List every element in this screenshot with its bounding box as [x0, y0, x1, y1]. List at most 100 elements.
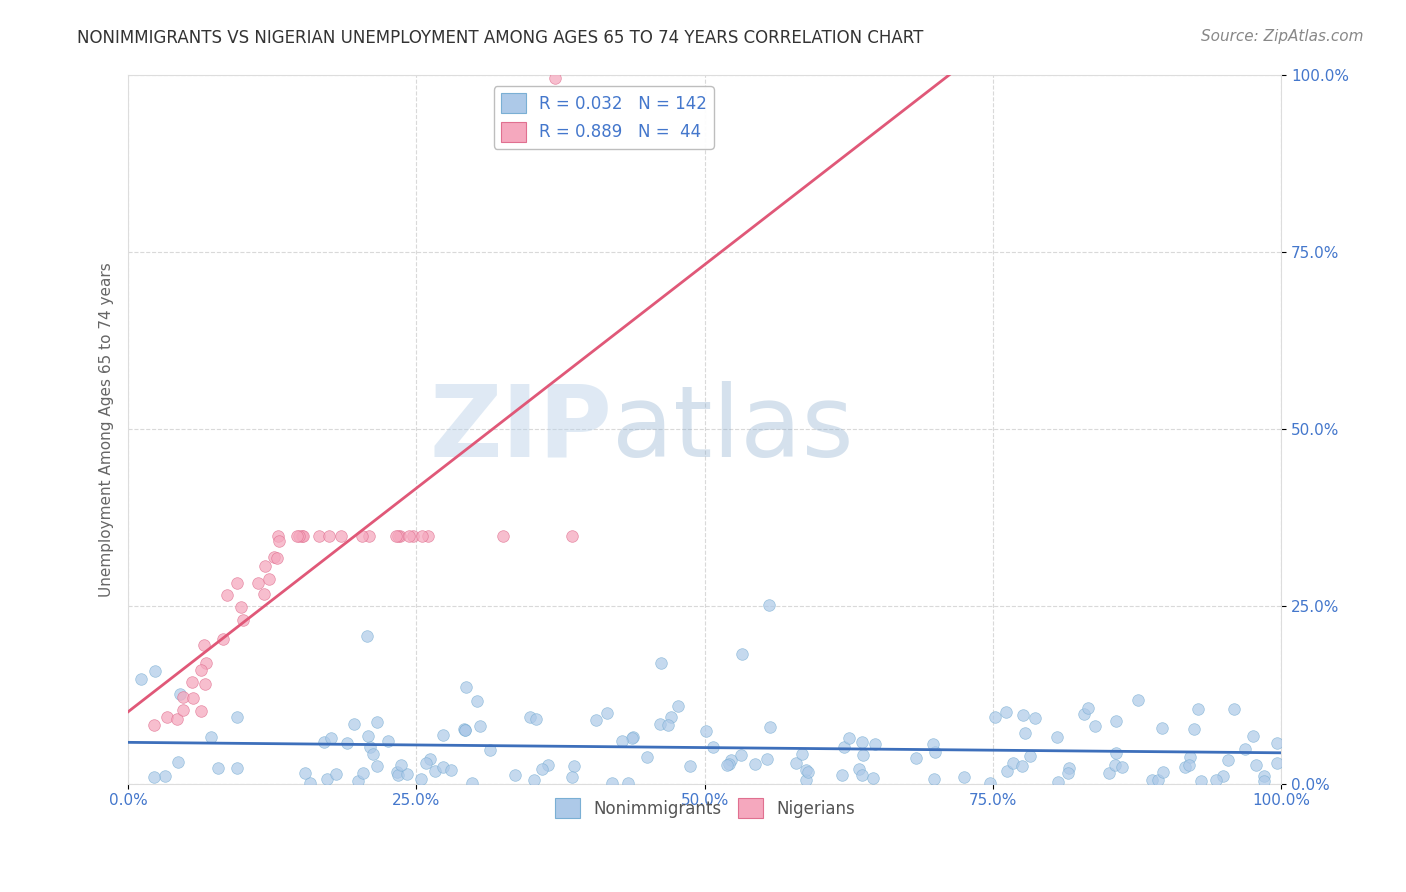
- Point: [325, 766, 347, 780]
- Point: [479, 743, 502, 757]
- Text: Source: ZipAtlas.com: Source: ZipAtlas.com: [1201, 29, 1364, 44]
- Point: [702, 740, 724, 755]
- Point: [266, 550, 288, 565]
- Point: [524, 712, 547, 726]
- Point: [536, 758, 558, 772]
- Point: [562, 759, 585, 773]
- Point: [922, 772, 945, 786]
- Point: [193, 638, 215, 652]
- Point: [492, 528, 515, 542]
- Point: [453, 722, 475, 736]
- Point: [1241, 729, 1264, 743]
- Point: [153, 769, 176, 783]
- Point: [1084, 719, 1107, 733]
- Point: [794, 764, 817, 778]
- Point: [225, 710, 247, 724]
- Point: [657, 718, 679, 732]
- Point: [831, 768, 853, 782]
- Point: [129, 672, 152, 686]
- Point: [1174, 760, 1197, 774]
- Point: [190, 704, 212, 718]
- Point: [851, 735, 873, 749]
- Point: [863, 737, 886, 751]
- Legend: Nonimmigrants, Nigerians: Nonimmigrants, Nigerians: [548, 791, 862, 825]
- Point: [1152, 721, 1174, 735]
- Point: [716, 758, 738, 772]
- Point: [336, 736, 359, 750]
- Point: [318, 528, 340, 542]
- Point: [503, 768, 526, 782]
- Point: [217, 588, 239, 602]
- Point: [1265, 756, 1288, 770]
- Point: [617, 776, 640, 790]
- Point: [195, 657, 218, 671]
- Point: [1011, 759, 1033, 773]
- Point: [143, 665, 166, 679]
- Point: [143, 770, 166, 784]
- Point: [387, 528, 409, 542]
- Point: [246, 576, 269, 591]
- Point: [1178, 749, 1201, 764]
- Point: [366, 714, 388, 729]
- Point: [1002, 756, 1025, 771]
- Point: [731, 648, 754, 662]
- Point: [561, 770, 583, 784]
- Point: [785, 756, 807, 770]
- Point: [1233, 741, 1256, 756]
- Point: [666, 698, 689, 713]
- Point: [531, 763, 554, 777]
- Point: [377, 733, 399, 747]
- Point: [730, 747, 752, 762]
- Point: [1265, 735, 1288, 749]
- Point: [357, 729, 380, 743]
- Point: [172, 690, 194, 704]
- Point: [1056, 765, 1078, 780]
- Point: [979, 775, 1001, 789]
- Point: [356, 629, 378, 643]
- Point: [695, 724, 717, 739]
- Point: [862, 772, 884, 786]
- Point: [790, 747, 813, 762]
- Point: [419, 752, 441, 766]
- Point: [1024, 711, 1046, 725]
- Text: NONIMMIGRANTS VS NIGERIAN UNEMPLOYMENT AMONG AGES 65 TO 74 YEARS CORRELATION CHA: NONIMMIGRANTS VS NIGERIAN UNEMPLOYMENT A…: [77, 29, 924, 46]
- Point: [848, 762, 870, 776]
- Point: [851, 767, 873, 781]
- Point: [432, 759, 454, 773]
- Point: [411, 528, 433, 542]
- Point: [387, 765, 409, 780]
- Point: [904, 751, 927, 765]
- Point: [1212, 769, 1234, 783]
- Point: [190, 663, 212, 677]
- Point: [621, 731, 644, 745]
- Point: [395, 766, 418, 780]
- Point: [1182, 722, 1205, 736]
- Point: [454, 723, 477, 737]
- Point: [519, 710, 541, 724]
- Point: [838, 731, 860, 745]
- Point: [1253, 773, 1275, 788]
- Point: [316, 772, 339, 786]
- Point: [1077, 701, 1099, 715]
- Point: [544, 71, 567, 86]
- Point: [415, 756, 437, 770]
- Point: [225, 576, 247, 591]
- Point: [359, 528, 381, 542]
- Point: [308, 528, 330, 542]
- Point: [285, 528, 308, 542]
- Point: [1105, 714, 1128, 729]
- Point: [1011, 707, 1033, 722]
- Point: [794, 772, 817, 787]
- Y-axis label: Unemployment Among Ages 65 to 74 years: Unemployment Among Ages 65 to 74 years: [100, 261, 114, 597]
- Point: [342, 716, 364, 731]
- Point: [194, 677, 217, 691]
- Point: [200, 730, 222, 744]
- Point: [402, 528, 425, 542]
- Point: [1244, 758, 1267, 772]
- Point: [253, 587, 276, 601]
- Point: [440, 764, 463, 778]
- Point: [1014, 725, 1036, 739]
- Point: [759, 720, 782, 734]
- Point: [648, 717, 671, 731]
- Point: [1216, 753, 1239, 767]
